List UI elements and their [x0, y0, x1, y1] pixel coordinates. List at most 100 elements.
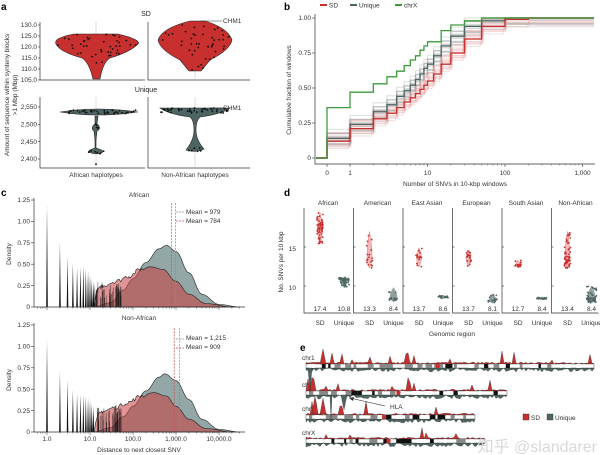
chromosome-chr8: chr8 — [302, 401, 476, 424]
spike — [79, 394, 82, 432]
data-point-unique — [348, 283, 350, 286]
sd-bootstrap-line — [316, 20, 594, 159]
sd-bootstrap-line — [316, 17, 594, 159]
unique-bootstrap-line — [316, 19, 594, 159]
haplotype-point — [198, 147, 201, 149]
hla-label: HLA — [390, 404, 403, 411]
data-point-sd — [564, 251, 567, 254]
haplotype-point — [160, 111, 162, 114]
violin-unique-african — [59, 108, 139, 155]
haplotype-point — [103, 109, 106, 112]
haplotype-point — [76, 109, 79, 112]
haplotype-point — [200, 63, 202, 66]
data-point-unique — [494, 300, 497, 303]
haplotype-point — [68, 110, 71, 113]
data-point-unique — [592, 298, 595, 301]
data-point-sd — [469, 256, 471, 258]
median-label-unique: 8.4 — [587, 306, 596, 313]
panel-label-a: a — [1, 2, 7, 13]
data-point-unique — [340, 282, 343, 285]
data-point-sd — [316, 219, 318, 221]
haplotype-point — [164, 32, 167, 35]
data-point-sd — [320, 232, 323, 235]
y-axis-label-non-african: Density — [6, 368, 13, 390]
data-point-sd — [318, 234, 321, 237]
haplotype-point — [190, 37, 193, 40]
legend-mean-unique-non-african: Mean = 1,215 — [186, 335, 226, 342]
haplotype-point — [127, 111, 129, 114]
x-tick-label: 1,000 — [574, 170, 591, 177]
haplotype-point — [198, 43, 200, 45]
haplotype-point — [76, 52, 79, 55]
ideogram-band — [328, 364, 331, 368]
haplotype-point — [94, 123, 97, 126]
data-point-sd — [517, 265, 520, 268]
haplotype-point — [100, 61, 103, 64]
haplotype-point — [226, 109, 229, 112]
data-point-unique — [388, 291, 391, 294]
data-point-sd — [565, 238, 568, 241]
ideogram-band — [338, 391, 349, 395]
facet-axes — [402, 208, 450, 314]
y-tick-label: 0 — [26, 429, 30, 436]
cdf-lines — [316, 17, 594, 159]
x-label-sd: SD — [464, 320, 473, 327]
data-point-sd — [367, 234, 370, 237]
haplotype-point — [210, 107, 212, 110]
legend: SD Unique chrX — [320, 3, 418, 10]
haplotype-point — [115, 52, 118, 54]
spike — [89, 274, 91, 307]
data-point-sd — [566, 234, 569, 237]
haplotype-point — [218, 38, 221, 41]
ideogram-band — [397, 391, 405, 395]
data-point-unique — [495, 294, 498, 297]
data-point-sd — [321, 230, 324, 233]
x-tick-label: 100 — [500, 170, 511, 177]
subplot-title-non-african: Non-African — [122, 315, 157, 322]
panel-label-c: c — [1, 188, 7, 199]
data-point-unique — [588, 297, 590, 300]
data-point-unique — [396, 297, 398, 300]
data-point-unique — [595, 287, 597, 290]
haplotype-point — [124, 112, 127, 115]
ideogram-band — [493, 364, 504, 368]
haplotype-point — [102, 40, 105, 43]
x-label-unique: Unique — [383, 320, 404, 327]
ideogram-band — [478, 391, 482, 395]
data-point-sd — [520, 259, 522, 262]
median-label-sd: 17.4 — [314, 306, 327, 313]
haplotype-point — [221, 110, 223, 113]
data-point-unique — [340, 284, 343, 287]
facet-title: American — [364, 200, 392, 207]
x-label-sd: SD — [563, 320, 572, 327]
y-tick-label: 0.50 — [17, 386, 30, 393]
ideogram-band — [429, 415, 436, 419]
ideogram-band — [331, 439, 335, 443]
unique-bootstrap-line — [316, 17, 594, 159]
data-point-sd — [567, 234, 570, 237]
data-point-sd — [563, 264, 566, 266]
haplotype-point — [210, 46, 213, 48]
data-point-sd — [565, 266, 568, 269]
chromosome-chrX: chrX — [302, 427, 486, 448]
haplotype-point — [96, 110, 99, 113]
data-point-sd — [370, 260, 373, 263]
sd-profile — [305, 351, 595, 365]
ideogram-band — [396, 415, 403, 419]
ideogram-band — [404, 364, 413, 368]
spike — [46, 339, 48, 432]
median-label-unique: 8.4 — [389, 306, 398, 313]
data-point-sd — [568, 260, 571, 262]
haplotype-point — [206, 109, 209, 112]
data-point-sd — [469, 260, 472, 263]
data-point-sd — [468, 254, 471, 257]
unique-profile — [305, 394, 508, 400]
data-point-unique — [594, 300, 597, 303]
legend-swatch-sd — [176, 220, 184, 349]
haplotype-point — [202, 33, 204, 36]
sd-bootstrap-line — [316, 22, 594, 159]
data-point-sd — [321, 227, 323, 229]
ideogram-bar — [305, 390, 508, 396]
haplotype-point — [197, 65, 200, 68]
haplotype-point — [82, 45, 85, 48]
